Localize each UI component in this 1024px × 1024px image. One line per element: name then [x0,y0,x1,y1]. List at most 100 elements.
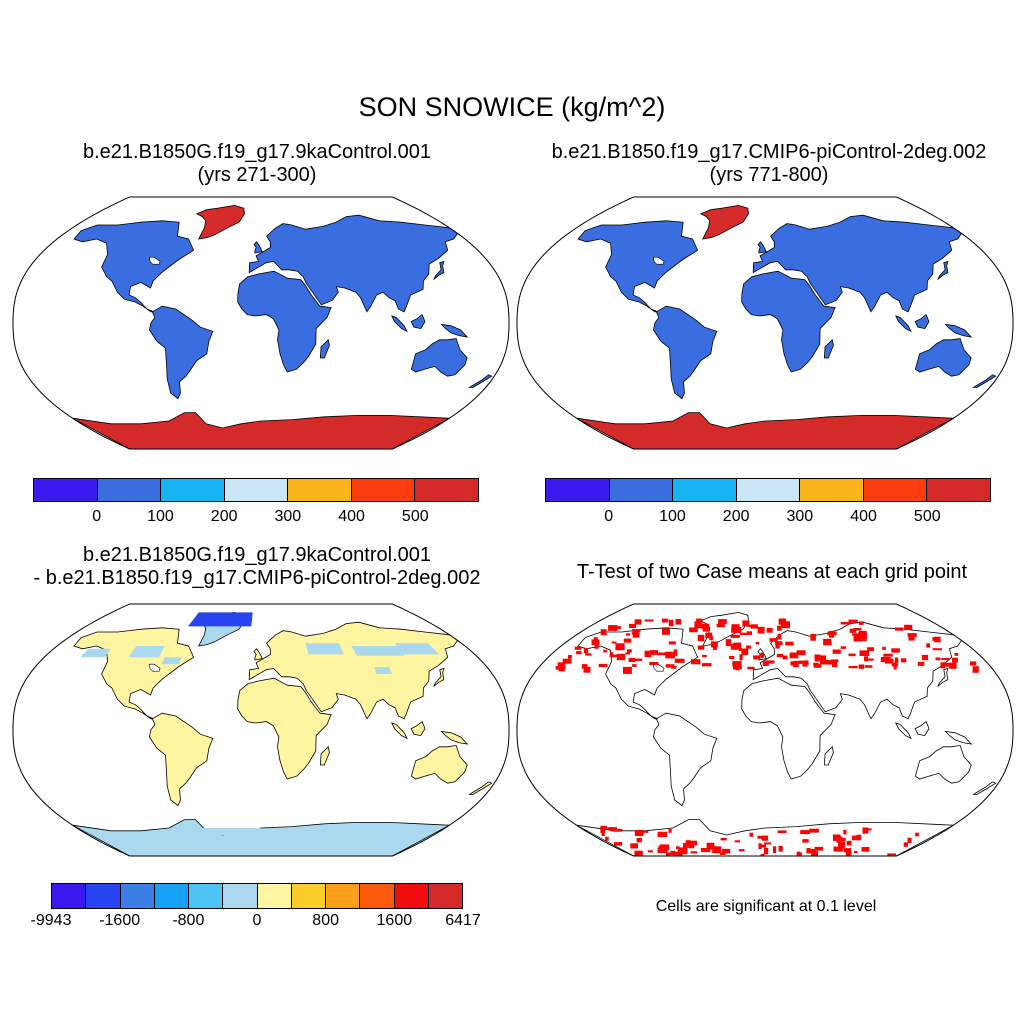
sig-cell [849,628,857,633]
sig-cell [605,836,609,841]
sig-cell [900,658,907,663]
sig-cell [741,648,749,655]
sig-cell [716,623,725,628]
colorbar-2-swatch-1 [609,479,674,501]
landmass-australia [410,337,468,377]
colorbar-3-label-2: -800 [172,912,205,929]
sig-cell [838,845,842,849]
sig-cell [623,638,632,643]
sig-cell [861,847,870,852]
lake-0 [652,663,665,672]
sig-cell [609,652,614,658]
sig-cell [634,850,643,856]
landmass-sumatra [895,722,912,740]
map-outline [516,196,1014,450]
sig-cell [629,623,637,628]
sig-cell [730,644,741,650]
sig-cell [848,666,858,669]
landmass-north-america [577,220,699,313]
sig-cell [567,655,572,659]
sig-cell [887,853,897,856]
sig-cell [748,624,755,628]
sig-cell [668,641,676,645]
sig-cell [657,847,668,853]
panel-3-title-line-1: b.e21.B1850G.f19_g17.9kaControl.001 [82,544,432,566]
sig-cell [932,648,943,651]
landmass-sumatra [391,722,408,740]
sig-cell [598,663,608,668]
sig-cell [625,652,630,655]
map-outline [12,196,510,450]
sig-cell [802,839,809,843]
sig-cell [813,663,822,668]
panel-2-title-line-1: b.e21.B1850.f19_g17.CMIP6-piControl-2deg… [551,141,987,163]
landmass-borneo [410,720,426,737]
landmass-greenland [699,204,749,240]
colorbar-1-label-0: 0 [92,508,102,525]
colorbar-panel-2 [545,478,991,502]
sig-cell [696,618,703,626]
landmass-south-america [653,712,718,807]
sig-cell [713,646,717,650]
sig-cell [820,659,830,665]
sig-cell [675,619,682,625]
sig-cell [793,660,799,667]
sig-cell [893,662,897,670]
sig-cell [668,827,672,833]
sig-cell [838,841,845,849]
landmass-antarctica [576,412,955,449]
sig-cell [633,658,643,661]
sig-cell [649,662,659,666]
sig-cell [828,660,834,665]
sig-cell [941,658,950,661]
colorbar-1-label-2: 200 [210,508,238,525]
sig-cell [630,843,639,849]
sig-cell [796,650,806,656]
snow-patch-4 [351,646,405,656]
sig-cell [777,633,782,640]
sig-cell [814,654,820,662]
sig-cell [583,647,589,654]
sig-cell [809,828,819,833]
sig-cell [673,649,678,656]
sig-cell [760,652,764,658]
sig-cell [810,633,816,641]
snow-patch-7 [199,828,261,835]
sig-cell [623,666,632,674]
colorbar-3-swatch-0 [52,884,87,908]
sig-cell [926,643,930,648]
sig-cell [806,848,811,854]
sig-cell [858,630,867,634]
sig-cell [781,621,790,629]
landmass-new-zealand [468,781,493,795]
sig-cell [917,661,925,666]
landmass-japan [937,667,949,687]
sig-cell [777,830,787,834]
sig-cell [677,847,688,855]
sig-cell [757,835,764,839]
sig-cell [744,855,752,856]
colorbar-panel-1 [33,478,479,502]
sig-cell [611,641,617,644]
landmass-antarctica [72,819,451,856]
sig-cell [746,645,751,649]
sig-cell [593,637,598,641]
sig-cell [848,619,858,623]
lake-0 [652,256,665,265]
colorbar-3-label-6: 6417 [445,912,481,929]
sig-cell [600,827,606,833]
sig-cell [798,660,804,664]
sig-cell [697,645,705,650]
sig-cell [813,662,819,666]
sig-cell [882,646,886,650]
landmass-sumatra [391,315,408,333]
sig-cell [558,665,565,672]
sig-cell [600,629,607,636]
map-panel-2 [516,196,1014,450]
significance-note: Cells are significant at 0.1 level [655,898,877,915]
map-layer [72,204,493,449]
sig-cell [766,627,773,633]
sig-cell [772,846,777,854]
sig-cell [859,650,869,656]
sig-cell [765,660,775,664]
